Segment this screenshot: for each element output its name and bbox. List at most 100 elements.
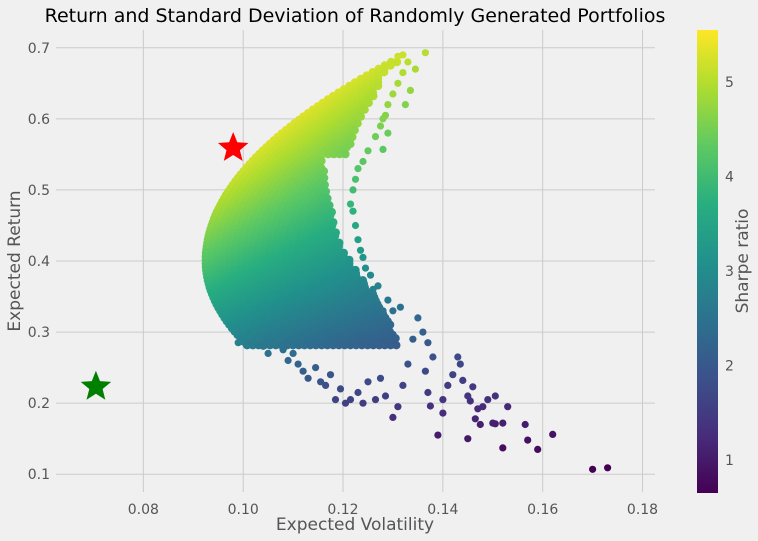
portfolio-point [404,58,412,66]
y-tick-label: 0.7 [28,41,50,57]
portfolio-point [389,307,397,315]
portfolio-point [380,341,389,350]
portfolio-point [335,149,344,159]
portfolio-point [351,175,360,183]
portfolio-point [464,435,472,443]
portfolio-point [399,69,407,77]
portfolio-point [364,378,372,386]
y-tick-label: 0.4 [28,254,50,270]
portfolio-point [349,207,357,215]
portfolio-point [456,360,464,368]
portfolio-point [469,383,477,391]
portfolio-point [444,381,452,389]
portfolio-point [392,341,401,350]
y-tick-label: 0.5 [28,183,50,199]
colorbar-tick-label: 2 [725,358,734,374]
portfolio-point [326,371,335,379]
colorbar-tick-label: 5 [725,75,734,91]
x-axis: 0.08 0.10 0.12 0.14 0.16 0.18 [128,502,658,518]
portfolio-point [471,415,479,423]
portfolio-point [322,381,330,389]
portfolio-point [484,396,492,404]
portfolio-point [449,371,457,379]
portfolio-point [323,341,332,350]
colorbar-label: Sharpe ratio [733,209,753,314]
y-axis: 0.1 0.2 0.3 0.4 0.5 0.6 0.7 [28,41,50,483]
colorbar-tick-label: 4 [725,169,734,185]
portfolio-point [394,79,402,87]
x-tick-label: 0.14 [427,502,458,518]
portfolio-point [499,419,507,427]
portfolio-point [279,346,287,354]
portfolio-point [384,101,392,109]
portfolio-point [384,129,392,137]
portfolio-point [284,356,292,365]
portfolio-point [376,374,385,382]
portfolio-point [264,349,272,357]
portfolio-point [371,396,380,404]
portfolio-point [414,314,422,322]
portfolio-point [289,349,297,357]
portfolio-point [317,378,325,386]
portfolio-point [379,145,387,153]
portfolio-point [249,328,257,336]
portfolio-point [439,409,447,417]
portfolio-point [434,431,442,439]
portfolio-point [394,403,402,411]
portfolio-point [359,253,367,261]
x-tick-label: 0.16 [527,502,558,518]
max-sharpe-star-icon [218,132,249,161]
portfolio-point [464,392,472,400]
portfolio-point [499,444,507,452]
portfolio-point [381,392,390,400]
portfolio-point [396,303,404,311]
portfolio-point [419,328,427,336]
portfolio-point [389,90,397,98]
portfolio-point [369,341,378,350]
portfolio-point [304,374,312,382]
portfolio-point [361,264,370,272]
highlight-markers [80,132,249,400]
portfolio-point [504,403,512,411]
portfolio-point [349,186,357,194]
colorbar [697,30,718,493]
y-tick-label: 0.6 [28,112,50,128]
portfolio-point [351,221,360,230]
portfolio-point [386,61,395,70]
portfolio-point [401,101,409,109]
portfolio-point [429,353,437,361]
portfolio-point [399,381,407,389]
portfolio-point [359,157,367,166]
portfolio-point [340,341,349,350]
portfolio-point [491,392,499,400]
portfolio-point [399,51,407,59]
portfolio-point [341,399,350,407]
portfolio-point [384,296,392,304]
portfolio-point [299,367,307,375]
portfolio-point [239,324,247,333]
portfolio-point [439,396,447,404]
y-tick-label: 0.1 [28,467,50,483]
y-tick-label: 0.2 [28,396,50,412]
portfolio-point [331,396,340,404]
x-tick-label: 0.12 [327,502,358,518]
portfolio-point [589,465,597,473]
portfolio-point [354,165,362,173]
y-axis-label: Expected Return [5,190,25,331]
y-tick-label: 0.3 [28,325,50,341]
portfolio-point [312,364,320,372]
portfolio-point [356,246,365,254]
portfolio-point [424,388,432,397]
portfolio-point [244,332,252,340]
portfolio-points [234,49,612,473]
portfolio-point [379,115,387,123]
portfolio-point [406,86,414,94]
portfolio-point [366,271,375,279]
x-tick-label: 0.10 [228,502,259,518]
portfolio-point [549,430,557,438]
portfolio-point [234,339,242,347]
portfolio-point [489,419,497,427]
portfolio-point [389,413,397,421]
portfolio-point [346,200,355,208]
